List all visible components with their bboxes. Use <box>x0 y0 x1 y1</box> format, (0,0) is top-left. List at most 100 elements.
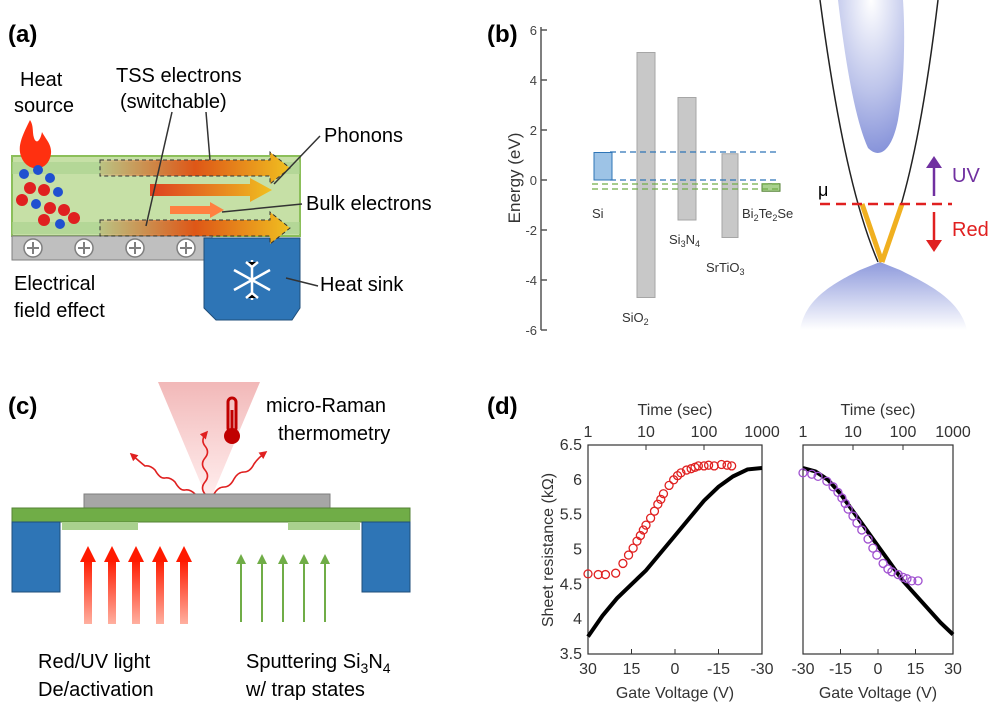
right-plot-time-marker <box>893 569 903 580</box>
right-plot-time-marker <box>878 558 888 569</box>
band-label-si: Si <box>592 206 604 221</box>
panel-c: (c) micro-Raman thermometry <box>8 382 411 701</box>
left-plot-time-marker <box>709 461 719 471</box>
thermometer-icon <box>224 396 240 444</box>
right-plot-time-marker <box>807 469 817 479</box>
panel-b: (b) 6 4 2 0 -2 -4 -6 Energy (eV) Si SiO2 Si3N4 Sr… <box>487 0 989 338</box>
band-offset-bars: Si SiO2 Si3N4 SrTiO3 Bi2Te2Se <box>592 52 793 327</box>
conduction-band <box>838 0 905 153</box>
contact-right-pad <box>288 522 360 530</box>
band-label-srtio3: SrTiO3 <box>706 260 744 277</box>
snowflake-icon <box>233 260 271 300</box>
left-plot-time-marker <box>628 543 638 553</box>
left-plot-time-marker <box>583 569 593 579</box>
left-plot-time-marker <box>653 499 663 509</box>
callout-lines <box>145 111 321 287</box>
heat-sink-label: Heat sink <box>320 274 404 296</box>
sputter-label-1: Sputtering Si3N4 <box>246 651 391 676</box>
field-label-2: field effect <box>14 300 105 322</box>
panel-a-letter: (a) <box>8 21 37 48</box>
electrode-left <box>11 521 61 593</box>
left-plot-time-marker <box>618 558 628 569</box>
y-tick-label: 6.5 <box>560 437 582 454</box>
left-plot-time-marker <box>635 530 646 541</box>
right-plot-time-tick-label: 1 <box>799 424 808 441</box>
contact-left-pad <box>62 522 138 530</box>
right-plot-time-marker <box>872 550 882 560</box>
energy-tick-label: -2 <box>525 223 537 238</box>
right-plot-time-marker <box>913 576 923 586</box>
right-plot-time-marker <box>868 543 878 553</box>
scattered-light-waves <box>129 430 268 495</box>
right-plot-time-marker <box>828 482 838 492</box>
left-plot-time-marker <box>681 465 692 475</box>
left-plot-time-marker <box>658 489 669 499</box>
right-plot-x-tick-label: -15 <box>829 661 852 678</box>
right-plot-time-marker <box>822 476 832 486</box>
left-plot-x-label: Gate Voltage (V) <box>616 685 734 702</box>
band-bar-si <box>593 152 613 181</box>
right-plot-x-tick-label: 0 <box>874 661 883 678</box>
red-arrowhead <box>926 240 942 252</box>
right-plot-time-marker <box>813 471 823 482</box>
left-plot-time-label: Time (sec) <box>638 402 713 419</box>
right-plot-time-marker <box>840 498 850 509</box>
energy-tick-label: 6 <box>530 23 537 38</box>
energy-tick-label: -4 <box>525 273 537 288</box>
valence-band <box>800 262 967 330</box>
light-label-2: De/activation <box>38 679 154 701</box>
right-plot-time-marker <box>898 572 908 583</box>
right-plot-time-marker <box>848 511 858 521</box>
right-plot-x-tick-label: 15 <box>907 661 925 678</box>
sample-flake <box>83 493 331 509</box>
left-plot-time-marker <box>703 460 714 470</box>
left-plot-time-marker <box>641 520 651 530</box>
raman-label-2: thermometry <box>278 423 390 445</box>
raman-label-1: micro-Raman <box>266 395 386 417</box>
panel-a: (a) Heat source TSS electrons (switchabl… <box>8 21 432 322</box>
energy-tick-label: 0 <box>530 173 537 188</box>
left-plot-time-marker <box>638 525 648 535</box>
right-plot-time-marker <box>798 468 808 478</box>
dispersion-left <box>819 0 879 263</box>
surface-state-cone <box>859 203 905 263</box>
right-plot-time-marker <box>852 518 862 528</box>
left-plot-time-marker <box>645 513 656 523</box>
ti-film <box>11 507 411 523</box>
laser-cone <box>158 382 260 496</box>
panel-c-letter: (c) <box>8 393 37 420</box>
heat-source-label-1: Heat <box>20 69 63 91</box>
left-plot-time-marker <box>656 494 666 504</box>
panel-d-letter: (d) <box>487 393 518 420</box>
band-label-si3n4: Si3N4 <box>669 232 700 249</box>
left-plot-time-tick-label: 1 <box>584 424 593 441</box>
dirac-cone-diagram: μ UV Red <box>800 0 989 330</box>
left-plot-time-marker <box>676 468 686 478</box>
phonon-arrow <box>150 178 272 202</box>
energy-tick-label: 4 <box>530 73 537 88</box>
atom-lattice <box>16 165 80 229</box>
band-label-sio2: SiO2 <box>622 310 649 327</box>
band-bar-bi2te2se <box>761 183 781 192</box>
bulk-electrons-label: Bulk electrons <box>306 193 432 215</box>
energy-axis-label: Energy (eV) <box>505 133 524 224</box>
panel-d: (d) Sheet resistance (kΩ) 6.5 6 5.5 5 4.5 4 3.5… <box>487 393 971 702</box>
left-plot-x-tick-label: 0 <box>671 661 680 678</box>
light-label-1: Red/UV light <box>38 651 151 673</box>
right-plot-x-label: Gate Voltage (V) <box>819 685 937 702</box>
panel-b-letter: (b) <box>487 21 518 48</box>
left-plot-time-tick-label: 1000 <box>744 424 780 441</box>
left-plot-x-tick-label: -30 <box>750 661 773 678</box>
right-plot-time-marker <box>863 534 873 544</box>
tss-label-1: TSS electrons <box>116 65 242 87</box>
mu-label: μ <box>818 180 828 200</box>
bulk-electron-arrow <box>170 202 224 218</box>
band-bar-srtio3 <box>721 153 739 238</box>
field-label-1: Electrical <box>14 273 95 295</box>
y-tick-label: 6 <box>573 472 582 489</box>
resistance-chart: Sheet resistance (kΩ)6.565.554.543.530 15… <box>540 402 971 702</box>
flame-icon <box>19 120 52 169</box>
left-plot-time-marker <box>664 480 674 491</box>
band-bar-sio2 <box>636 52 656 298</box>
